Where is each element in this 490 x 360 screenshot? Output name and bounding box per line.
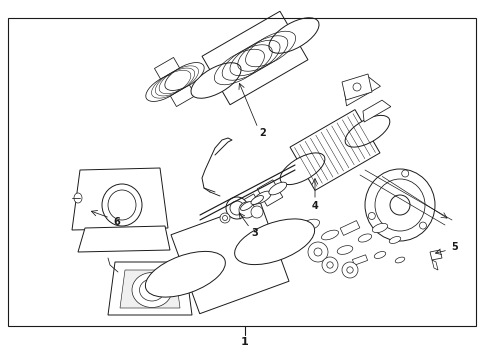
Ellipse shape	[102, 184, 142, 226]
Text: 1: 1	[241, 337, 249, 347]
Ellipse shape	[327, 262, 333, 268]
Ellipse shape	[241, 202, 253, 211]
Polygon shape	[342, 74, 372, 100]
Ellipse shape	[205, 261, 221, 275]
Ellipse shape	[132, 273, 172, 307]
Polygon shape	[352, 255, 368, 265]
Polygon shape	[120, 270, 180, 308]
Ellipse shape	[395, 257, 405, 263]
Ellipse shape	[235, 219, 315, 265]
Polygon shape	[430, 250, 442, 260]
Ellipse shape	[365, 169, 435, 241]
Ellipse shape	[251, 206, 263, 218]
Polygon shape	[154, 58, 196, 107]
Ellipse shape	[140, 279, 165, 301]
Polygon shape	[257, 180, 283, 206]
Polygon shape	[244, 194, 261, 212]
Ellipse shape	[108, 190, 136, 220]
Ellipse shape	[368, 212, 375, 220]
Ellipse shape	[269, 18, 319, 53]
Ellipse shape	[300, 219, 319, 231]
Ellipse shape	[269, 182, 287, 195]
Polygon shape	[78, 226, 170, 252]
Polygon shape	[108, 262, 192, 315]
Ellipse shape	[230, 201, 244, 215]
Polygon shape	[202, 11, 308, 105]
Ellipse shape	[389, 237, 401, 243]
Ellipse shape	[74, 193, 82, 203]
Ellipse shape	[321, 230, 339, 240]
Ellipse shape	[191, 63, 241, 98]
Ellipse shape	[146, 73, 185, 102]
Ellipse shape	[165, 63, 204, 90]
Ellipse shape	[347, 267, 353, 273]
Ellipse shape	[374, 252, 386, 258]
Ellipse shape	[253, 191, 271, 204]
Polygon shape	[344, 77, 380, 106]
Ellipse shape	[314, 248, 322, 256]
Ellipse shape	[345, 116, 390, 147]
Ellipse shape	[239, 202, 255, 218]
Ellipse shape	[358, 234, 372, 242]
Text: 5: 5	[452, 242, 458, 252]
Ellipse shape	[322, 257, 338, 273]
Ellipse shape	[419, 222, 426, 229]
Text: 4: 4	[312, 201, 318, 211]
Ellipse shape	[353, 83, 361, 91]
Polygon shape	[290, 109, 380, 190]
Text: 6: 6	[114, 217, 121, 227]
Ellipse shape	[280, 153, 325, 185]
Ellipse shape	[251, 195, 264, 204]
Ellipse shape	[372, 223, 388, 233]
Polygon shape	[171, 202, 289, 314]
Ellipse shape	[308, 242, 328, 262]
Ellipse shape	[222, 216, 227, 220]
Polygon shape	[72, 168, 168, 230]
Polygon shape	[363, 100, 391, 122]
Ellipse shape	[375, 179, 425, 231]
Text: 3: 3	[252, 228, 258, 238]
Ellipse shape	[342, 262, 358, 278]
Polygon shape	[340, 221, 360, 235]
Ellipse shape	[402, 170, 409, 177]
Ellipse shape	[146, 251, 225, 297]
Text: 2: 2	[260, 128, 267, 138]
Ellipse shape	[337, 246, 353, 255]
Ellipse shape	[220, 213, 230, 223]
Ellipse shape	[226, 197, 248, 219]
Ellipse shape	[390, 195, 410, 215]
Polygon shape	[432, 260, 438, 270]
